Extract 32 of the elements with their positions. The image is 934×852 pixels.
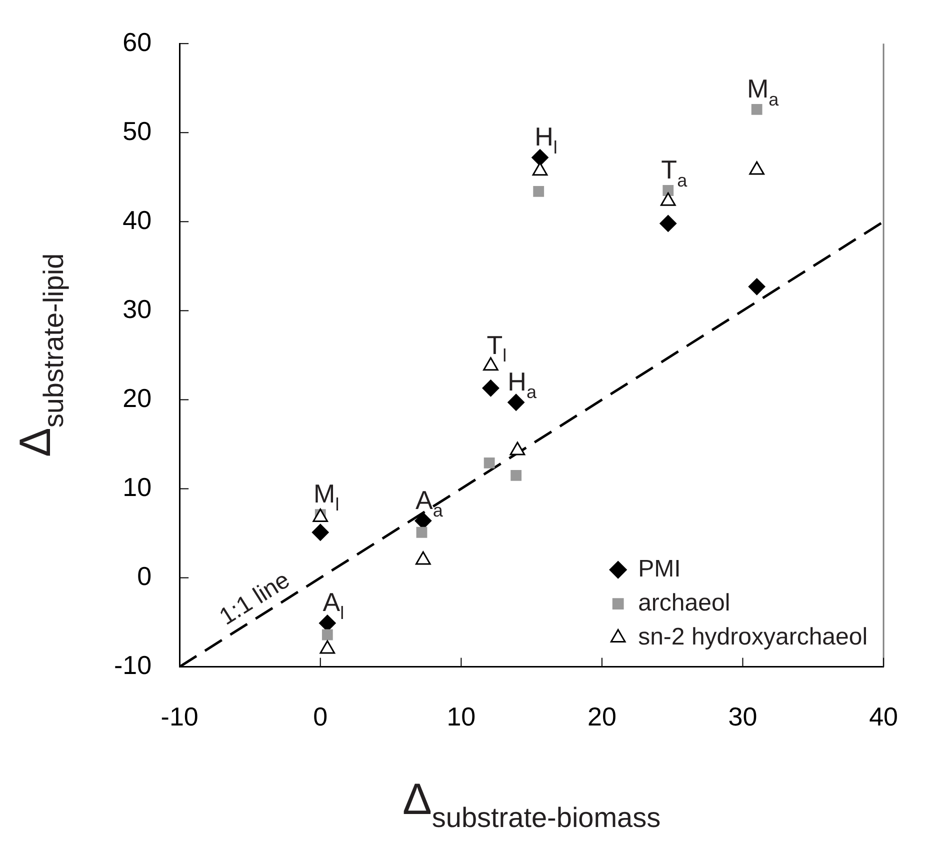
point [510,470,522,481]
y-tick-label: 50 [122,116,152,146]
point [416,526,428,538]
y-tick-label: 20 [122,382,152,413]
x-tick-label: -10 [160,702,198,732]
legend-label: PMI [638,555,681,582]
y-tick-label: 0 [137,560,152,591]
point [660,214,677,232]
x-tick-label: 20 [587,702,616,732]
point [508,394,525,411]
x-tick-label: 30 [728,702,758,732]
point [312,524,329,541]
y-axis-title: Δsubstrate-lipid [11,253,70,458]
point [533,186,544,197]
point [322,629,333,640]
y-tick-label: 60 [122,26,152,57]
y-tick-label: 40 [122,204,152,235]
point [484,457,495,468]
point [662,185,674,196]
point [482,380,500,397]
legend-label: archaeol [638,589,730,616]
x-tick-label: 10 [446,702,476,732]
y-tick-label: 10 [122,472,152,502]
point [751,104,762,115]
point [748,278,766,296]
y-tick-label: -10 [114,650,152,680]
point [532,149,549,166]
x-tick-label: 40 [869,702,898,732]
legend-label: sn-2 hydroxyarchaeol [638,623,868,650]
annotation: 1:1 line [214,566,295,631]
x-tick-label: 0 [313,702,328,732]
y-tick-label: 30 [122,294,152,324]
